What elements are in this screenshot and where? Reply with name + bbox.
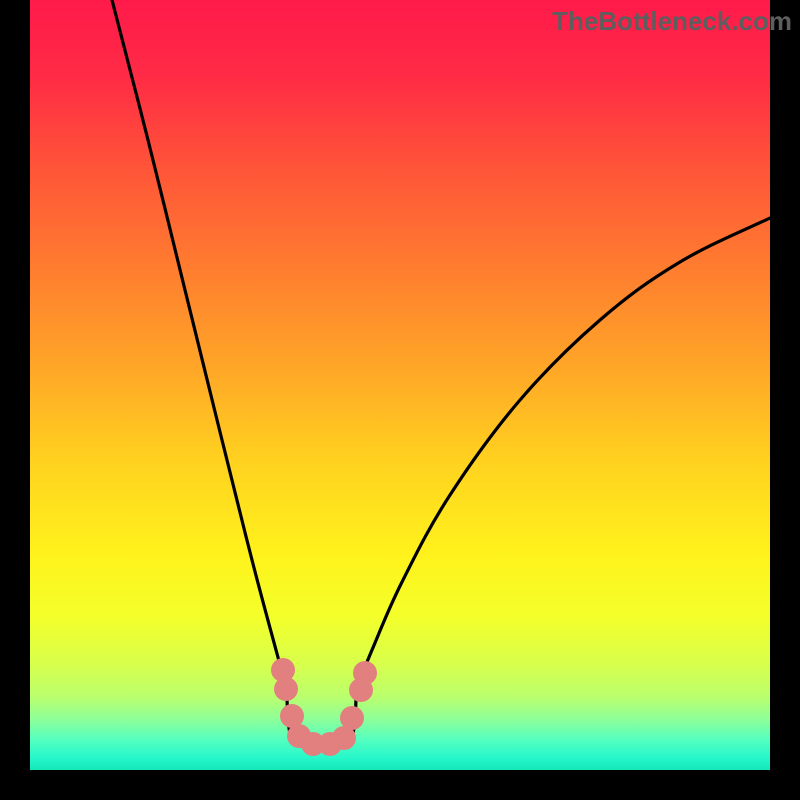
watermark-text: TheBottleneck.com <box>552 6 792 37</box>
chart-area <box>30 0 770 770</box>
data-point <box>274 677 298 701</box>
curve-layer <box>30 0 770 770</box>
data-point <box>340 706 364 730</box>
bottleneck-curve <box>112 0 770 746</box>
data-point <box>353 661 377 685</box>
